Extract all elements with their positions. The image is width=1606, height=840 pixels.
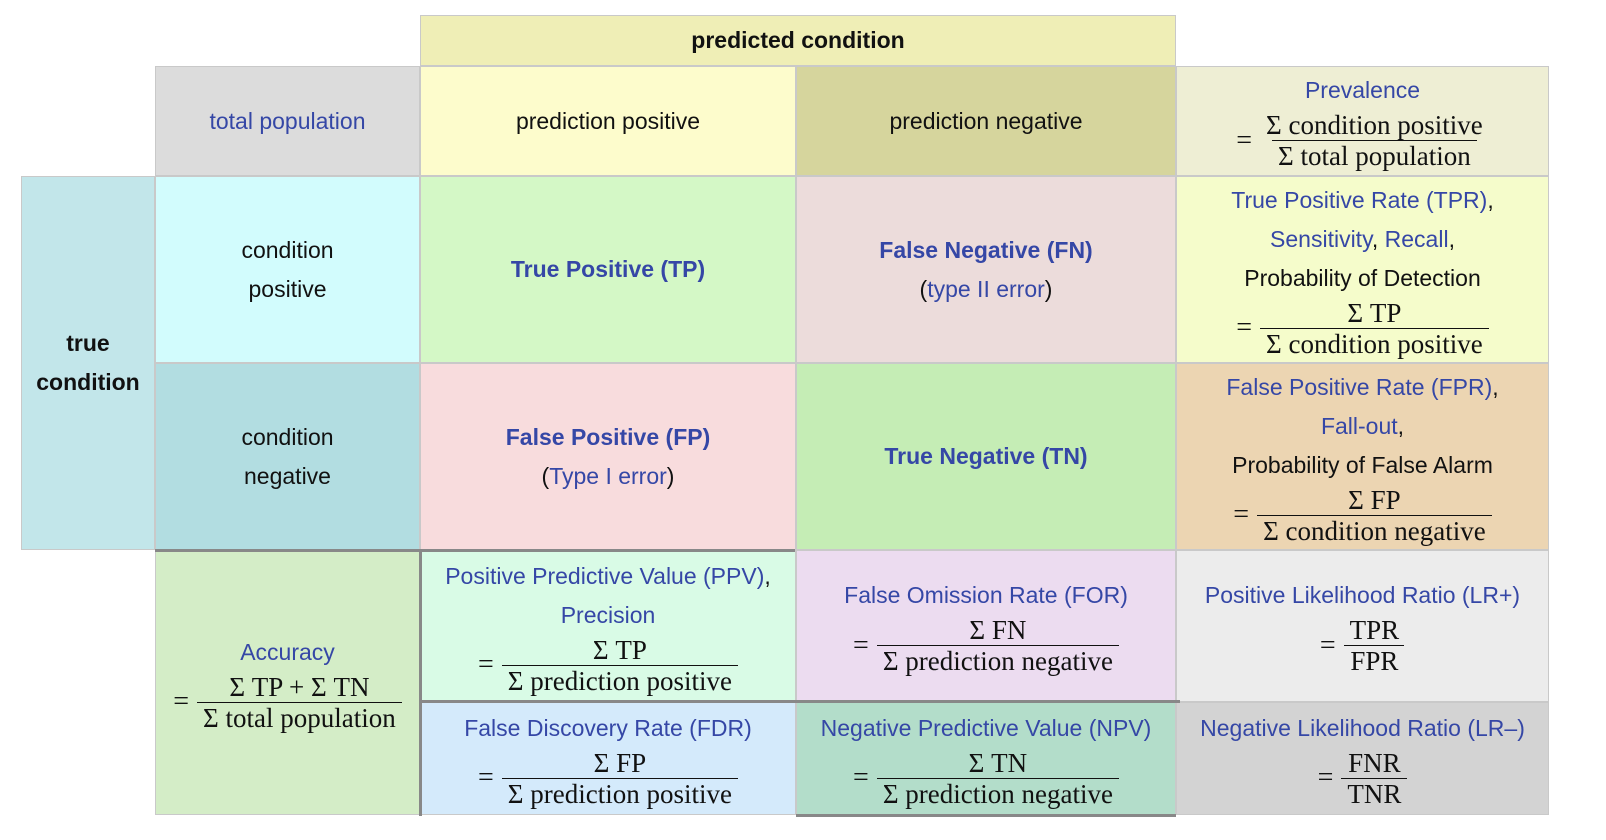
true-positive-label: True Positive (TP)	[510, 256, 706, 282]
accuracy-label: Accuracy	[240, 638, 335, 665]
fdr-cell: False Discovery Rate (FDR) = Σ FP Σ pred…	[420, 702, 796, 815]
fpr-formula: = Σ FP Σ condition negative	[1233, 484, 1492, 546]
equals-sign: =	[1317, 762, 1334, 793]
accuracy-cell: Accuracy = Σ TP + Σ TN Σ total populatio…	[155, 550, 420, 815]
npv-label: Negative Predictive Value (NPV)	[820, 714, 1152, 741]
fdr-denominator: Σ prediction positive	[501, 777, 738, 809]
accuracy-formula: = Σ TP + Σ TN Σ total population	[173, 672, 402, 733]
lr-minus-numerator: FNR	[1348, 747, 1401, 778]
fpr-denominator: Σ condition negative	[1257, 514, 1492, 546]
fdr-formula: = Σ FP Σ prediction positive	[478, 748, 738, 809]
fpr-line2: Fall-out,	[1320, 412, 1405, 439]
separator-ppv-column	[419, 549, 422, 816]
true-condition-line2: condition	[36, 369, 140, 395]
false-positive-cell: False Positive (FP) (Type I error)	[420, 363, 796, 550]
accuracy-denominator: Σ total population	[197, 701, 402, 733]
condition-positive-cell: condition positive	[155, 176, 420, 363]
equals-sign: =	[1236, 124, 1253, 156]
lr-minus-cell: Negative Likelihood Ratio (LR–) = FNR TN…	[1176, 702, 1549, 815]
npv-cell: Negative Predictive Value (NPV) = Σ TN Σ…	[796, 702, 1176, 815]
fdr-numerator: Σ FP	[593, 747, 647, 778]
lr-plus-cell: Positive Likelihood Ratio (LR+) = TPR FP…	[1176, 550, 1549, 702]
for-numerator: Σ FN	[969, 615, 1027, 645]
ppv-denominator: Σ prediction positive	[501, 664, 738, 696]
accuracy-numerator: Σ TP + Σ TN	[229, 671, 370, 702]
separator-npv-bottom	[796, 814, 1176, 817]
predicted-condition-label: predicted condition	[691, 27, 905, 53]
ppv-line1: Positive Predictive Value (PPV),	[445, 562, 771, 589]
true-negative-label: True Negative (TN)	[884, 443, 1088, 469]
lr-plus-label: Positive Likelihood Ratio (LR+)	[1204, 582, 1521, 608]
separator-bottom-section	[155, 549, 795, 552]
equals-sign: =	[1233, 499, 1250, 530]
tpr-line2: Sensitivity, Recall,	[1270, 225, 1455, 252]
ppv-line2: Precision	[560, 601, 656, 628]
equals-sign: =	[478, 649, 494, 680]
lr-plus-formula: = TPR FPR	[1320, 615, 1405, 676]
fdr-label: False Discovery Rate (FDR)	[464, 714, 752, 741]
equals-sign: =	[853, 629, 869, 661]
for-denominator: Σ prediction negative	[876, 645, 1119, 676]
tpr-line1: True Positive Rate (TPR),	[1231, 186, 1494, 213]
true-condition-cell: true condition	[21, 176, 155, 550]
condition-negative-cell: condition negative	[155, 363, 420, 550]
prediction-positive-label: prediction positive	[515, 107, 701, 134]
fpr-line1: False Positive Rate (FPR),	[1226, 373, 1499, 400]
equals-sign: =	[478, 762, 494, 793]
tpr-formula: = Σ TP Σ condition positive	[1236, 298, 1489, 359]
prevalence-cell: Prevalence = Σ condition positive Σ tota…	[1176, 66, 1549, 176]
prediction-negative-label: prediction negative	[889, 107, 1083, 134]
equals-sign: =	[1236, 312, 1253, 343]
lr-minus-label: Negative Likelihood Ratio (LR–)	[1200, 714, 1525, 741]
prevalence-label: Prevalence	[1304, 77, 1421, 103]
predicted-condition-header: predicted condition	[420, 15, 1176, 66]
fpr-cell: False Positive Rate (FPR), Fall-out, Pro…	[1176, 363, 1549, 550]
true-negative-cell: True Negative (TN)	[796, 363, 1176, 550]
true-condition-line1: true	[66, 330, 110, 356]
false-positive-sub: (Type I error)	[541, 462, 675, 489]
prediction-positive-cell: prediction positive	[420, 66, 796, 176]
condition-positive-line2: positive	[248, 275, 327, 302]
false-negative-sub: (type II error)	[919, 275, 1053, 302]
lr-plus-numerator: TPR	[1349, 615, 1400, 645]
lr-plus-denominator: FPR	[1344, 645, 1405, 676]
npv-denominator: Σ prediction negative	[876, 777, 1119, 809]
ppv-formula: = Σ TP Σ prediction positive	[478, 635, 738, 696]
condition-positive-line1: condition	[241, 236, 334, 263]
prevalence-denominator: Σ total population	[1272, 140, 1477, 171]
condition-negative-line2: negative	[244, 462, 331, 489]
equals-sign: =	[853, 762, 869, 793]
true-positive-cell: True Positive (TP)	[420, 176, 796, 363]
tpr-cell: True Positive Rate (TPR), Sensitivity, R…	[1176, 176, 1549, 363]
total-population-cell: total population	[155, 66, 420, 176]
lr-minus-formula: = FNR TNR	[1318, 748, 1408, 809]
fpr-numerator: Σ FP	[1348, 484, 1401, 515]
npv-numerator: Σ TN	[968, 747, 1028, 778]
for-formula: = Σ FN Σ prediction negative	[853, 615, 1119, 676]
for-label: False Omission Rate (FOR)	[844, 582, 1128, 608]
ppv-numerator: Σ TP	[592, 634, 647, 665]
total-population-label: total population	[209, 107, 366, 134]
tpr-denominator: Σ condition positive	[1260, 327, 1489, 359]
lr-minus-denominator: TNR	[1341, 777, 1408, 809]
prediction-negative-cell: prediction negative	[796, 66, 1176, 176]
false-negative-label: False Negative (FN)	[879, 236, 1093, 263]
false-positive-label: False Positive (FP)	[505, 423, 711, 450]
false-negative-cell: False Negative (FN) (type II error)	[796, 176, 1176, 363]
separator-ppv-fdr	[420, 700, 1180, 703]
prevalence-formula: = Σ condition positive Σ total populatio…	[1236, 110, 1489, 171]
prevalence-numerator: Σ condition positive	[1266, 110, 1483, 140]
equals-sign: =	[1319, 629, 1336, 661]
tpr-line3: Probability of Detection	[1244, 264, 1481, 291]
equals-sign: =	[173, 686, 190, 717]
fpr-line3: Probability of False Alarm	[1232, 451, 1493, 478]
tpr-numerator: Σ TP	[1347, 297, 1402, 328]
for-cell: False Omission Rate (FOR) = Σ FN Σ predi…	[796, 550, 1176, 702]
condition-negative-line1: condition	[241, 423, 334, 450]
ppv-cell: Positive Predictive Value (PPV), Precisi…	[420, 550, 796, 702]
npv-formula: = Σ TN Σ prediction negative	[853, 748, 1119, 809]
